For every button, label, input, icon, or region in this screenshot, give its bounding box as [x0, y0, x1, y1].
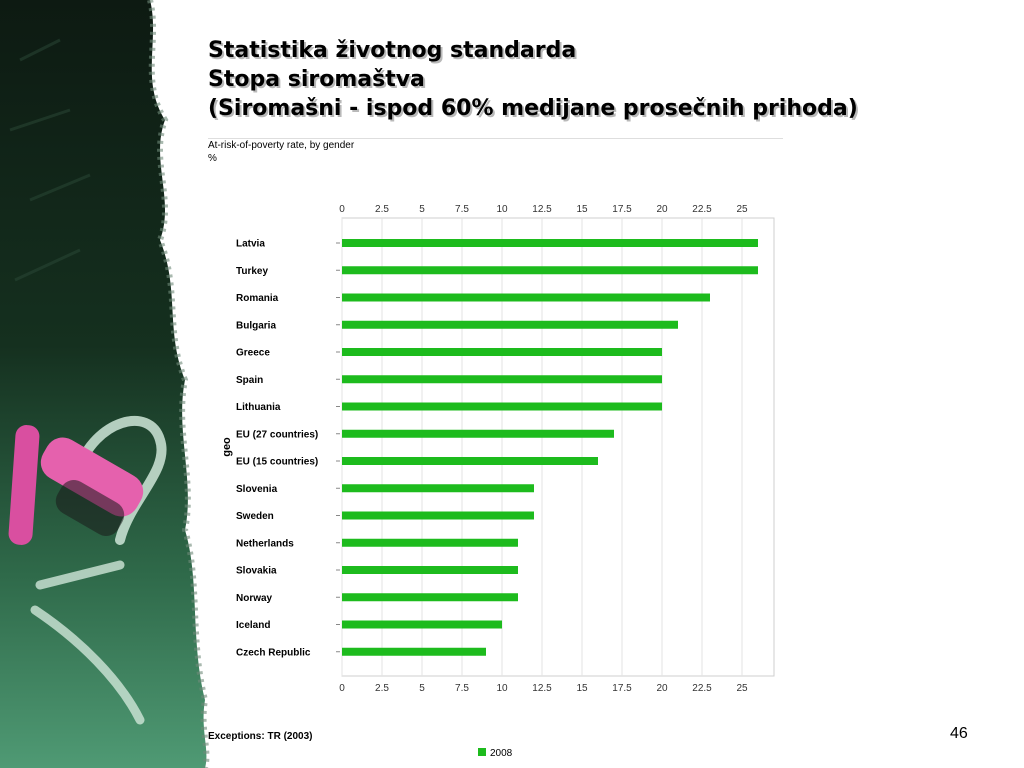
caption-divider	[208, 138, 783, 139]
x-tick-label-top: 12.5	[532, 204, 552, 215]
category-label: Bulgaria	[236, 320, 276, 331]
x-tick-label-top: 0	[339, 204, 345, 215]
x-tick-label-top: 20	[656, 204, 668, 215]
x-tick-label-bottom: 20	[656, 683, 668, 694]
category-label: Iceland	[236, 620, 270, 631]
y-axis-title: geo	[221, 437, 233, 457]
x-tick-label-bottom: 7.5	[455, 683, 469, 694]
chart-caption: At-risk-of-poverty rate, by gender %	[208, 139, 354, 165]
category-label: Sweden	[236, 511, 274, 522]
category-label: EU (15 countries)	[236, 457, 318, 468]
x-tick-label-top: 25	[736, 204, 748, 215]
x-tick-label-top: 17.5	[612, 204, 632, 215]
x-tick-label-top: 2.5	[375, 204, 389, 215]
plot-area	[341, 217, 775, 677]
footnote: Exceptions: TR (2003)	[208, 731, 313, 742]
x-tick-label-top: 22.5	[692, 204, 712, 215]
category-label: Lithuania	[236, 402, 281, 413]
x-tick-label-bottom: 0	[339, 683, 345, 694]
category-label: Norway	[236, 593, 273, 604]
category-label: Turkey	[236, 266, 268, 277]
x-tick-label-bottom: 2.5	[375, 683, 389, 694]
bar	[342, 620, 502, 629]
x-tick-label-bottom: 10	[496, 683, 508, 694]
category-label: Slovenia	[236, 484, 278, 495]
bar	[342, 239, 758, 247]
bar	[342, 293, 710, 302]
x-tick-label-top: 10	[496, 204, 508, 215]
x-tick-label-bottom: 22.5	[692, 683, 712, 694]
chart-unit: %	[208, 153, 217, 164]
x-tick-label-bottom: 25	[736, 683, 748, 694]
bar	[342, 266, 758, 275]
category-label: Netherlands	[236, 538, 294, 549]
category-label: Romania	[236, 293, 279, 304]
x-tick-label-bottom: 5	[419, 683, 425, 694]
title-line-3: (Siromašni - ispod 60% medijane prosečni…	[208, 96, 858, 121]
bar	[342, 593, 518, 602]
bar	[342, 429, 614, 438]
x-tick-label-top: 5	[419, 204, 425, 215]
bar	[342, 375, 662, 384]
slide-title: Statistika životnog standarda Stopa siro…	[208, 36, 1008, 123]
x-tick-label-bottom: 17.5	[612, 683, 632, 694]
page-number: 46	[950, 725, 968, 742]
x-tick-label-bottom: 12.5	[532, 683, 552, 694]
category-label: Slovakia	[236, 566, 277, 577]
x-tick-label-top: 15	[576, 204, 588, 215]
bar	[342, 484, 534, 493]
title-line-2: Stopa siromaštva	[208, 67, 425, 92]
bar	[342, 402, 662, 411]
chalkboard-decoration	[0, 0, 210, 768]
bar	[342, 566, 518, 574]
x-tick-label-top: 7.5	[455, 204, 469, 215]
bar	[342, 511, 534, 520]
category-label: Latvia	[236, 239, 265, 250]
bar	[342, 457, 598, 465]
category-label: Greece	[236, 348, 270, 359]
legend-swatch	[478, 748, 486, 756]
title-line-1: Statistika životnog standarda	[208, 38, 577, 63]
bar	[342, 647, 486, 656]
bar	[342, 320, 678, 329]
legend-label: 2008	[490, 748, 513, 759]
x-tick-label-bottom: 15	[576, 683, 588, 694]
category-label: EU (27 countries)	[236, 429, 318, 440]
bar	[342, 538, 518, 547]
category-label: Czech Republic	[236, 647, 311, 658]
bar	[342, 348, 662, 356]
chart-title: At-risk-of-poverty rate, by gender	[208, 140, 355, 151]
category-label: Spain	[236, 375, 263, 386]
